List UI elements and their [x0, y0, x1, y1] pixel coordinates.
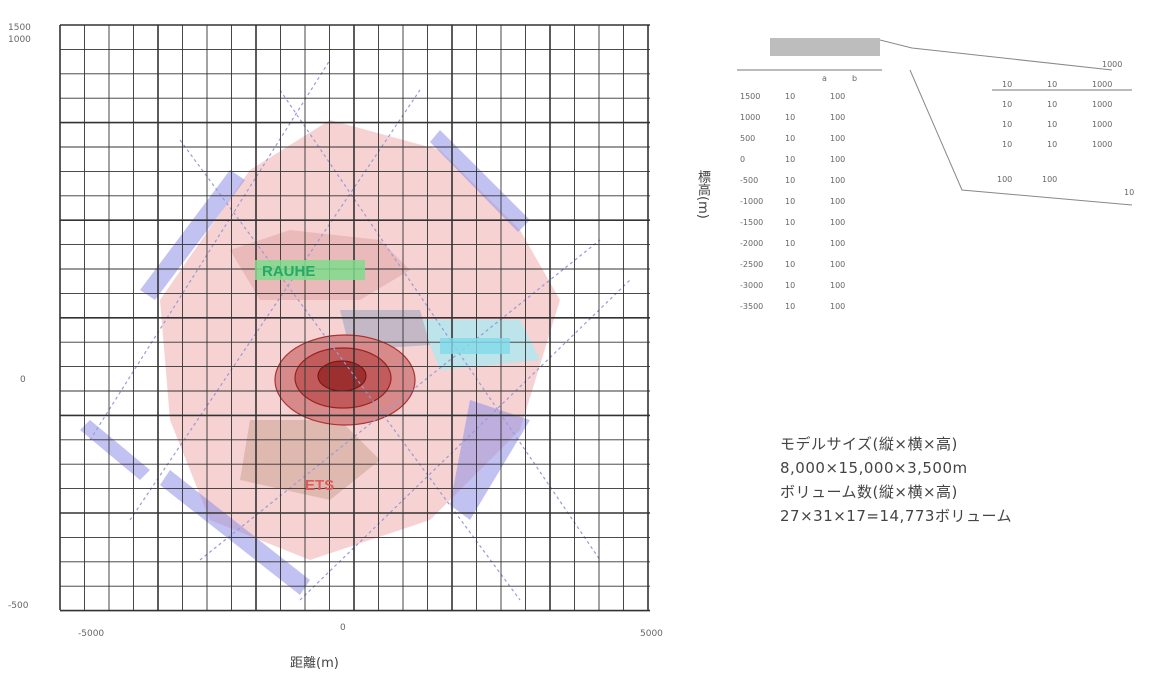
zone-label-teal-bg — [440, 338, 510, 354]
right-table-cell: 1000 — [1092, 120, 1113, 129]
map-grid — [59, 24, 650, 612]
layer-table: a b 1500 10 100 1000 10 100 500 10 100 0 10 100 -500… — [732, 30, 1152, 330]
table-cell: 0 — [740, 155, 746, 164]
table-cell: 100 — [830, 134, 846, 143]
x-axis-label: 距離(m) — [290, 656, 339, 671]
right-header: 1000 — [1102, 60, 1123, 69]
right-table-cell: 1000 — [1092, 100, 1113, 109]
table-cell: 10 — [785, 302, 796, 311]
table-cell: -3000 — [740, 281, 764, 290]
table-cell: 10 — [785, 176, 796, 185]
right-table-cell: 10 — [1002, 120, 1013, 129]
table-cell: 10 — [785, 92, 796, 101]
table-cell: 10 — [785, 260, 796, 269]
right-table-cell: 10 — [1002, 100, 1013, 109]
core-contour-inner — [317, 360, 367, 392]
table-cell: -1000 — [740, 197, 764, 206]
x-tick-left: -5000 — [78, 629, 104, 639]
table-cell: 100 — [830, 302, 846, 311]
table-header-b: b — [852, 74, 858, 83]
resistivity-map: RAUHE ETS -5000 0 5000 1500 1000 0 -500 — [8, 23, 663, 639]
right-table-cell: 10 — [1047, 100, 1058, 109]
right-table-cell: 10 — [1002, 80, 1013, 89]
info-line-2: 8,000×15,000×3,500m — [780, 459, 968, 477]
table-cell: 1500 — [740, 92, 761, 101]
y-axis-label: 標高(m) — [695, 170, 710, 219]
table-cell: 100 — [830, 260, 846, 269]
y-tick-top: 1500 — [8, 23, 31, 33]
table-cell: 100 — [830, 155, 846, 164]
right-table-cell: 1000 — [1092, 140, 1113, 149]
y-tick-mid: 0 — [20, 375, 26, 385]
right-corner: 10 — [1124, 188, 1135, 197]
x-tick-mid: 0 — [340, 623, 346, 633]
right-table-cell: 10 — [1047, 80, 1058, 89]
model-info: モデルサイズ(縦×横×高) 8,000×15,000×3,500m ボリューム数… — [780, 432, 1012, 528]
y-tick-bottom: -500 — [8, 601, 29, 611]
table-cell: 10 — [785, 197, 796, 206]
table-cell: 100 — [830, 92, 846, 101]
info-line-4: 27×31×17=14,773ボリューム — [780, 507, 1013, 525]
table-cell: 10 — [785, 281, 796, 290]
table-header-a: a — [822, 74, 827, 83]
table-lines — [737, 38, 1133, 206]
right-table-cell: 10 — [1047, 120, 1058, 129]
table-cell: 1000 — [740, 113, 761, 122]
table-cell: 100 — [830, 176, 846, 185]
right-table-cell: 1000 — [1092, 80, 1113, 89]
table-cell: 100 — [830, 239, 846, 248]
right-table-cell: 10 — [1047, 140, 1058, 149]
right-table-cell: 10 — [1002, 140, 1013, 149]
table-cell: -2000 — [740, 239, 764, 248]
table-cell: 100 — [830, 281, 846, 290]
table-cell: -500 — [740, 176, 759, 185]
right-bottom-left: 100 — [997, 175, 1013, 184]
table-cell: -2500 — [740, 260, 764, 269]
table-cell: 10 — [785, 218, 796, 227]
zone-label-green: RAUHE — [262, 263, 315, 280]
info-line-3: ボリューム数(縦×横×高) — [780, 483, 958, 501]
y-tick-2: 1000 — [8, 35, 31, 45]
table-cell: 10 — [785, 134, 796, 143]
table-cell: 10 — [785, 113, 796, 122]
x-tick-right: 5000 — [640, 629, 663, 639]
table-cell: 10 — [785, 155, 796, 164]
zone-label-bottom: ETS — [305, 477, 334, 494]
info-line-1: モデルサイズ(縦×横×高) — [780, 435, 958, 453]
table-cell: 100 — [830, 113, 846, 122]
table-cell: 500 — [740, 134, 756, 143]
right-bottom-mid: 100 — [1042, 175, 1058, 184]
table-cell: 100 — [830, 218, 846, 227]
table-cell: 10 — [785, 239, 796, 248]
table-cell: 100 — [830, 197, 846, 206]
table-cell: -3500 — [740, 302, 764, 311]
table-cell: -1500 — [740, 218, 764, 227]
zone-label-green-bg — [255, 260, 365, 280]
